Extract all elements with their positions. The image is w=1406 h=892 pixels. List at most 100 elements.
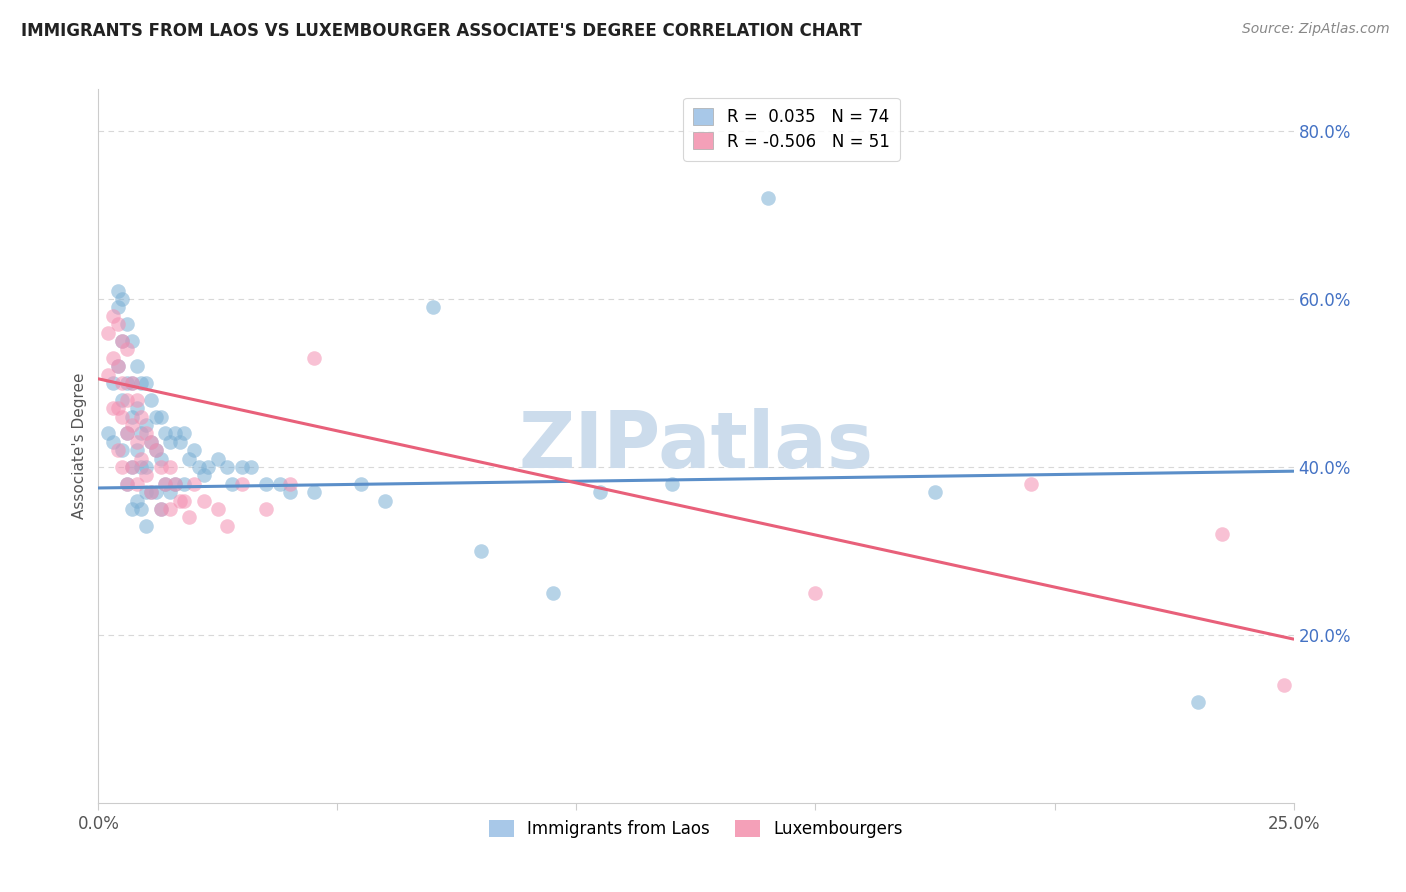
Point bbox=[374, 493, 396, 508]
Point bbox=[1187, 695, 1209, 709]
Point bbox=[101, 309, 124, 323]
Point bbox=[115, 476, 138, 491]
Point bbox=[155, 476, 177, 491]
Point bbox=[139, 392, 162, 407]
Point bbox=[1272, 678, 1295, 692]
Point bbox=[197, 460, 219, 475]
Point bbox=[231, 476, 253, 491]
Point bbox=[131, 376, 153, 390]
Point bbox=[107, 301, 129, 315]
Point bbox=[135, 426, 157, 441]
Point bbox=[278, 485, 301, 500]
Point bbox=[1019, 476, 1042, 491]
Point bbox=[101, 434, 124, 449]
Point bbox=[179, 451, 201, 466]
Point bbox=[149, 409, 172, 424]
Legend: Immigrants from Laos, Luxembourgers: Immigrants from Laos, Luxembourgers bbox=[482, 813, 910, 845]
Point bbox=[107, 318, 129, 332]
Point bbox=[125, 434, 148, 449]
Point bbox=[302, 351, 325, 365]
Point bbox=[470, 544, 492, 558]
Point bbox=[163, 426, 186, 441]
Point bbox=[169, 434, 191, 449]
Point bbox=[125, 476, 148, 491]
Point bbox=[187, 460, 209, 475]
Point bbox=[422, 301, 444, 315]
Point bbox=[149, 502, 172, 516]
Point bbox=[135, 518, 157, 533]
Point bbox=[179, 510, 201, 524]
Point bbox=[111, 376, 134, 390]
Point bbox=[121, 376, 143, 390]
Point bbox=[173, 493, 195, 508]
Point bbox=[121, 417, 143, 432]
Point bbox=[269, 476, 291, 491]
Point bbox=[111, 334, 134, 348]
Point bbox=[155, 476, 177, 491]
Point bbox=[145, 485, 167, 500]
Point bbox=[131, 426, 153, 441]
Point bbox=[149, 451, 172, 466]
Point bbox=[107, 401, 129, 416]
Point bbox=[121, 334, 143, 348]
Point bbox=[159, 502, 181, 516]
Point bbox=[135, 417, 157, 432]
Text: Source: ZipAtlas.com: Source: ZipAtlas.com bbox=[1241, 22, 1389, 37]
Point bbox=[661, 476, 683, 491]
Point bbox=[924, 485, 946, 500]
Point bbox=[159, 485, 181, 500]
Point bbox=[115, 343, 138, 357]
Point bbox=[125, 392, 148, 407]
Point bbox=[111, 292, 134, 306]
Point bbox=[1211, 527, 1233, 541]
Point bbox=[125, 401, 148, 416]
Point bbox=[131, 460, 153, 475]
Point bbox=[149, 460, 172, 475]
Point bbox=[97, 326, 120, 340]
Point bbox=[149, 502, 172, 516]
Point bbox=[101, 351, 124, 365]
Point bbox=[135, 485, 157, 500]
Point bbox=[115, 426, 138, 441]
Point bbox=[207, 502, 229, 516]
Point bbox=[183, 443, 205, 458]
Point bbox=[139, 434, 162, 449]
Point bbox=[107, 284, 129, 298]
Point bbox=[183, 476, 205, 491]
Point bbox=[115, 376, 138, 390]
Point bbox=[101, 401, 124, 416]
Point bbox=[169, 493, 191, 508]
Point bbox=[107, 359, 129, 374]
Point bbox=[135, 460, 157, 475]
Point bbox=[111, 460, 134, 475]
Point bbox=[97, 368, 120, 382]
Point bbox=[159, 460, 181, 475]
Point bbox=[101, 376, 124, 390]
Point bbox=[221, 476, 243, 491]
Point bbox=[131, 409, 153, 424]
Point bbox=[173, 426, 195, 441]
Point bbox=[111, 443, 134, 458]
Point bbox=[193, 493, 215, 508]
Point bbox=[97, 426, 120, 441]
Point bbox=[115, 318, 138, 332]
Point bbox=[115, 392, 138, 407]
Point bbox=[231, 460, 253, 475]
Point bbox=[131, 502, 153, 516]
Point bbox=[125, 493, 148, 508]
Point bbox=[139, 485, 162, 500]
Point bbox=[107, 359, 129, 374]
Point bbox=[121, 460, 143, 475]
Point bbox=[135, 376, 157, 390]
Point bbox=[804, 586, 827, 600]
Point bbox=[121, 376, 143, 390]
Point bbox=[541, 586, 564, 600]
Point bbox=[193, 468, 215, 483]
Point bbox=[254, 502, 277, 516]
Point bbox=[163, 476, 186, 491]
Point bbox=[217, 518, 239, 533]
Point bbox=[121, 502, 143, 516]
Point bbox=[589, 485, 612, 500]
Point bbox=[139, 485, 162, 500]
Point bbox=[121, 409, 143, 424]
